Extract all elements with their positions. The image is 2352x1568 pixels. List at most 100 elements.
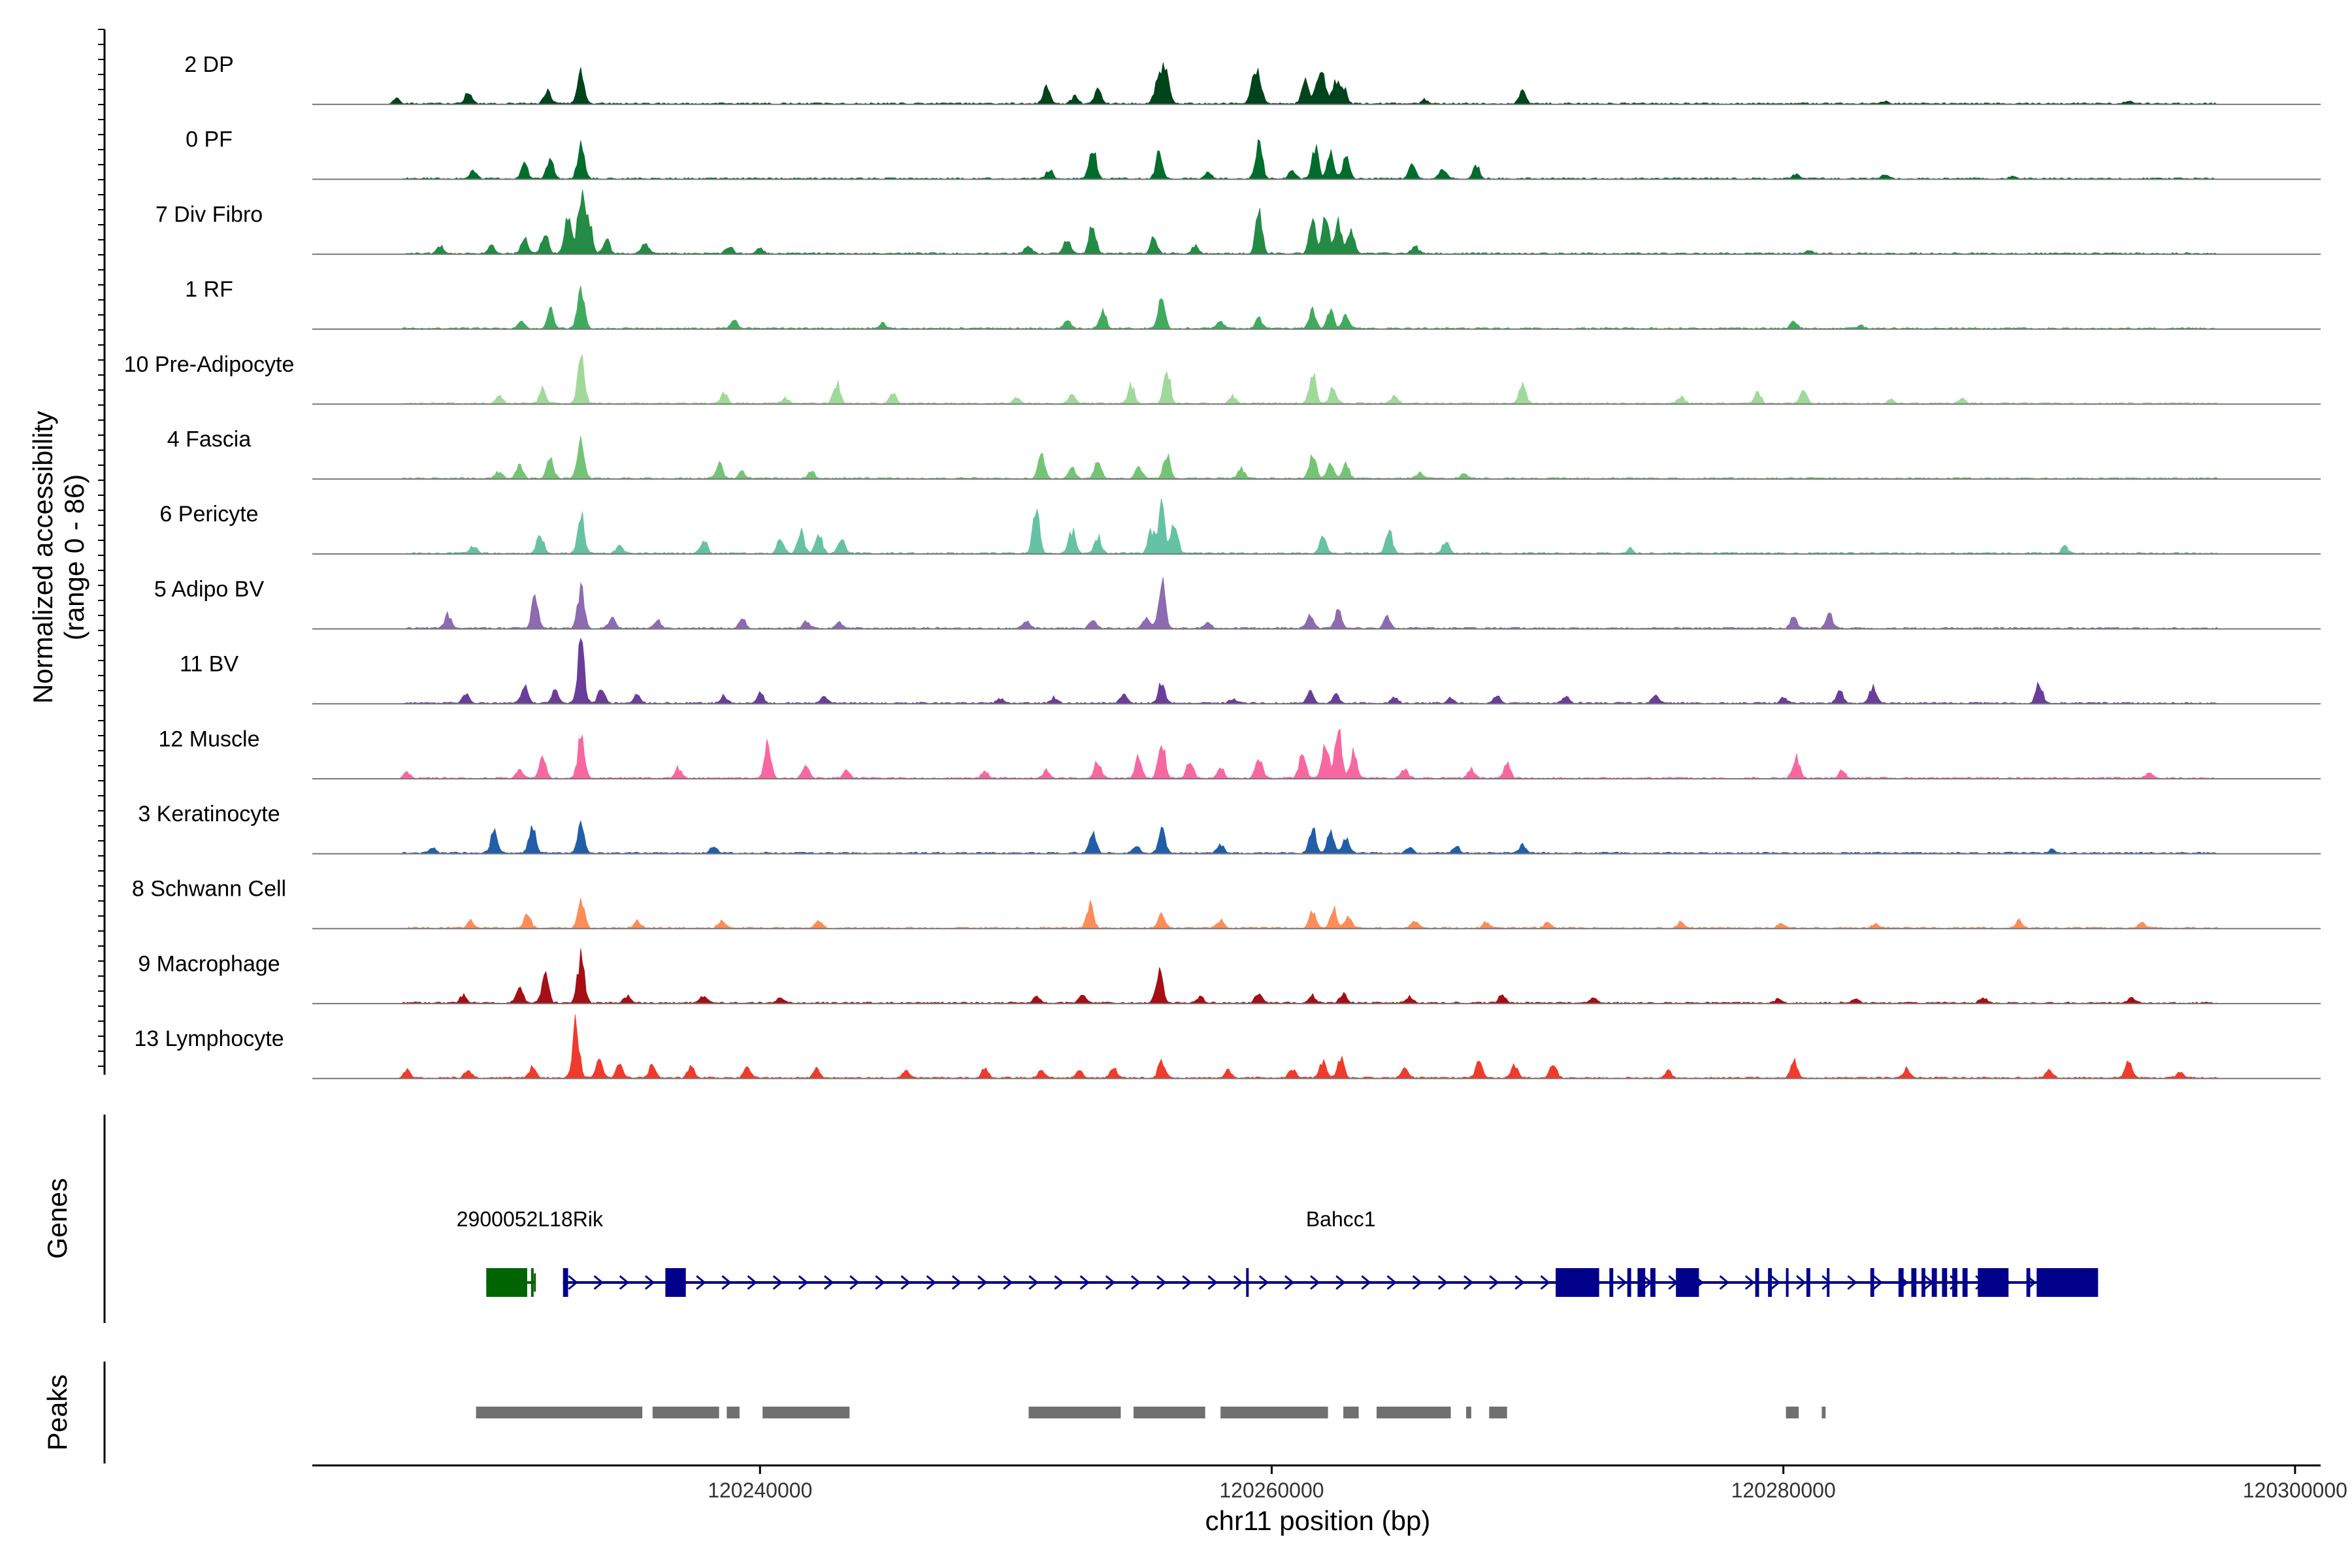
gene-label: 2900052L18Rik — [457, 1207, 604, 1231]
exon — [1246, 1268, 1249, 1297]
x-tick-label: 120300000 — [2243, 1478, 2347, 1502]
track-8-schwann-cell: 8 Schwann Cell — [132, 877, 2321, 930]
track-label: 3 Keratinocyte — [138, 802, 280, 826]
coverage-area — [312, 286, 2321, 330]
track-label: 7 Div Fibro — [155, 202, 263, 227]
strand-arrow — [1872, 1275, 1883, 1290]
strand-arrow — [1463, 1275, 1474, 1290]
strand-arrow — [644, 1275, 655, 1290]
exon — [665, 1268, 686, 1297]
peak-region — [1466, 1407, 1471, 1418]
coverage-tracks: 2 DP 0 PF 7 Div Fibro 1 RF 10 Pre-Adipocyte 4… — [124, 52, 2321, 1079]
gene-label: Bahcc1 — [1306, 1207, 1376, 1231]
x-tick-label: 120240000 — [708, 1478, 812, 1502]
exon — [1637, 1268, 1646, 1297]
track-label: 5 Adipo BV — [154, 577, 265, 602]
strand-arrow — [1335, 1275, 1346, 1290]
peak-regions-track — [476, 1407, 1826, 1418]
strand-arrow — [1361, 1275, 1371, 1290]
exon — [1609, 1268, 1614, 1297]
exon — [1952, 1268, 1957, 1297]
peak-region — [1786, 1407, 1799, 1418]
peak-region — [1821, 1407, 1826, 1418]
x-tick-label: 120260000 — [1219, 1478, 1324, 1502]
exon — [1627, 1268, 1631, 1297]
exon — [563, 1268, 568, 1297]
strand-arrow — [1412, 1275, 1423, 1290]
strand-arrow — [1258, 1275, 1269, 1290]
strand-arrow — [772, 1275, 783, 1290]
exon — [1827, 1268, 1830, 1297]
strand-arrow — [1386, 1275, 1397, 1290]
strand-arrow — [1207, 1275, 1218, 1290]
gene-annotation-track: 2900052L18Rik Bahcc1 — [457, 1207, 2099, 1297]
strand-arrow — [1796, 1275, 1806, 1290]
exon — [486, 1268, 527, 1297]
exon — [1768, 1268, 1772, 1297]
exon — [1650, 1268, 1656, 1297]
track-label: 8 Schwann Cell — [132, 877, 286, 902]
peak-region — [476, 1407, 643, 1418]
track-label: 10 Pre-Adipocyte — [124, 352, 295, 377]
strand-arrow — [1514, 1275, 1525, 1290]
strand-arrow — [1540, 1275, 1550, 1290]
strand-arrow — [1130, 1275, 1141, 1290]
strand-arrow — [568, 1275, 578, 1290]
coverage-area — [312, 189, 2321, 255]
track-0-pf: 0 PF — [186, 127, 2321, 180]
track-4-fascia: 4 Fascia — [167, 427, 2321, 480]
y-axis-title-line-2: (range 0 - 86) — [59, 474, 90, 640]
exon — [2026, 1268, 2031, 1297]
peak-region — [1377, 1407, 1451, 1418]
y-axis-title: Normalized accessibility (range 0 - 86) — [27, 411, 90, 704]
track-6-pericyte: 6 Pericyte — [159, 498, 2321, 555]
y-axis — [98, 29, 106, 1075]
track-label: 2 DP — [184, 52, 234, 77]
genes-panel-title: Genes — [42, 1178, 73, 1259]
exon — [1755, 1268, 1759, 1297]
strand-arrow — [1489, 1275, 1499, 1290]
strand-arrow — [1310, 1275, 1320, 1290]
exon — [1931, 1268, 1937, 1297]
strand-arrow — [619, 1275, 630, 1290]
strand-arrow — [1847, 1275, 1857, 1290]
x-tick-label: 120280000 — [1731, 1478, 1836, 1502]
track-label: 6 Pericyte — [159, 502, 258, 527]
coverage-area — [312, 62, 2321, 105]
exon — [1921, 1268, 1925, 1297]
strand-arrow — [1437, 1275, 1448, 1290]
track-12-muscle: 12 Muscle — [159, 727, 2321, 779]
x-axis-title: chr11 position (bp) — [1205, 1505, 1431, 1536]
x-axis: 120240000 120260000 120280000 120300000 — [312, 1464, 2347, 1502]
strand-arrow — [1616, 1275, 1627, 1290]
track-label: 0 PF — [186, 127, 233, 152]
strand-arrow — [798, 1275, 809, 1290]
exon — [1676, 1268, 1699, 1297]
strand-arrow — [747, 1275, 757, 1290]
strand-arrow — [696, 1275, 706, 1290]
strand-arrow — [849, 1275, 860, 1290]
exon — [1556, 1268, 1599, 1297]
peak-region — [652, 1407, 719, 1418]
peak-region — [1028, 1407, 1121, 1418]
strand-arrow — [824, 1275, 834, 1290]
coverage-area — [312, 728, 2321, 779]
exon — [1898, 1268, 1904, 1297]
strand-arrow — [1233, 1275, 1243, 1290]
strand-arrow — [1156, 1275, 1167, 1290]
strand-arrow — [1182, 1275, 1192, 1290]
strand-arrow — [1054, 1275, 1064, 1290]
strand-arrow — [593, 1275, 604, 1290]
track-13-lymphocyte: 13 Lymphocyte — [134, 1014, 2321, 1079]
strand-arrow — [1744, 1275, 1756, 1290]
strand-arrow — [1003, 1275, 1013, 1290]
exon — [531, 1268, 534, 1297]
exon — [1786, 1268, 1789, 1297]
strand-arrow — [926, 1275, 936, 1290]
exon — [1911, 1268, 1917, 1297]
peak-region — [1134, 1407, 1205, 1418]
exon — [1978, 1268, 2009, 1297]
strand-arrow — [1105, 1275, 1116, 1290]
